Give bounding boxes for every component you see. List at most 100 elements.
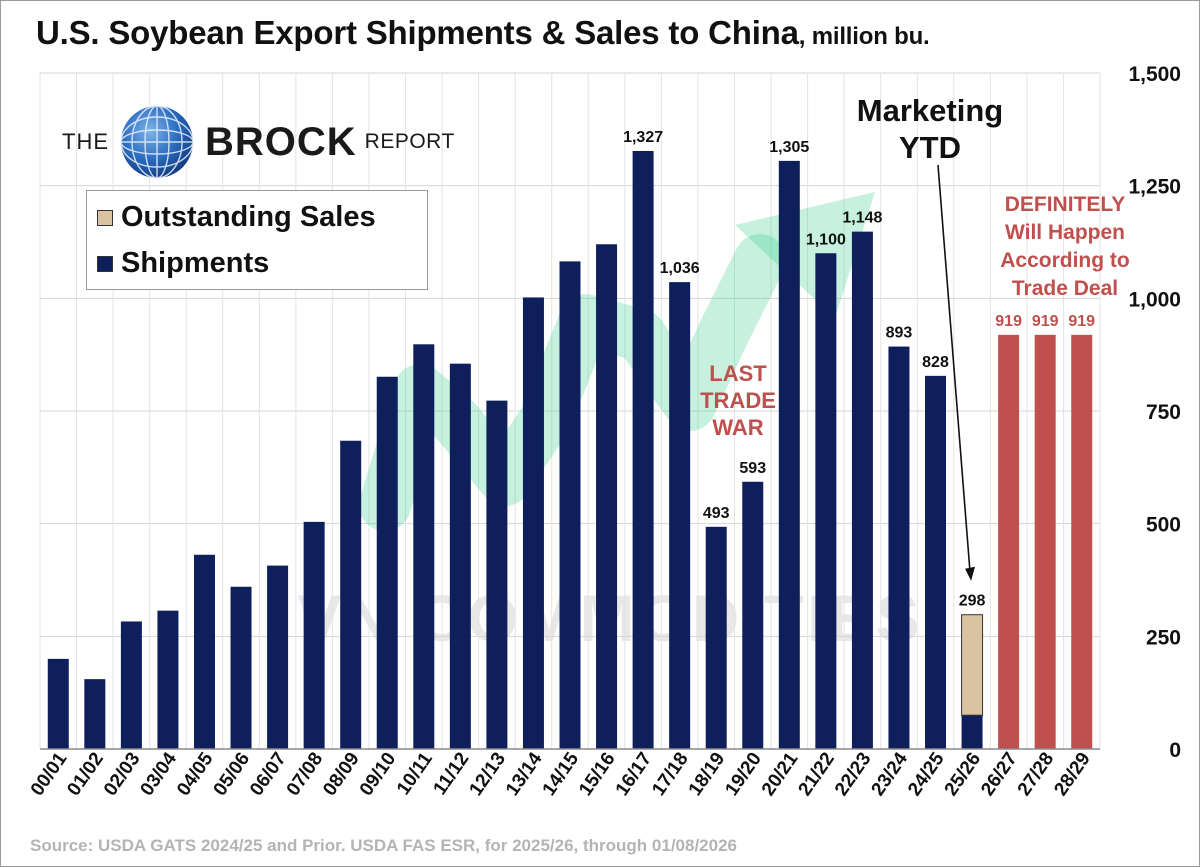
- y-tick-label: 250: [1146, 626, 1181, 649]
- annotation-pointer-head: [965, 567, 975, 581]
- x-tick-label: 14/15: [539, 748, 584, 799]
- annotation-last-trade-war: LAST TRADE WAR: [688, 360, 788, 441]
- bar-shipments-14-15: [560, 261, 581, 749]
- x-tick-label: 03/04: [137, 748, 182, 799]
- annotation-def-line3: According to: [960, 247, 1170, 275]
- x-tick-label: 22/23: [831, 749, 875, 800]
- data-label-20-21: 1,305: [769, 139, 809, 156]
- source-note: Source: USDA GATS 2024/25 and Prior. USD…: [30, 836, 737, 856]
- bar-shipments-19-20: [742, 482, 763, 749]
- x-tick-label: 05/06: [210, 749, 254, 800]
- x-tick-label: 20/21: [758, 748, 803, 799]
- bar-shipments-00-01: [48, 659, 69, 749]
- annotation-marketing-line1: Marketing: [845, 92, 1015, 129]
- bar-shipments-01-02: [84, 679, 105, 749]
- bar-projected-28-29: [1071, 335, 1092, 749]
- bar-projected-26-27: [998, 335, 1019, 749]
- bar-shipments-08-09: [340, 441, 361, 749]
- x-tick-label: 07/08: [283, 749, 327, 800]
- x-tick-label: 26/27: [977, 749, 1021, 800]
- bar-shipments-16-17: [633, 151, 654, 749]
- chart-legend: Outstanding Sales Shipments: [86, 190, 428, 290]
- x-tick-label: 28/29: [1050, 749, 1094, 800]
- annotation-war-line1: LAST: [688, 360, 788, 387]
- bar-shipments-20-21: [779, 161, 800, 749]
- legend-label-shipments: Shipments: [121, 247, 269, 280]
- x-tick-label: 01/02: [63, 749, 107, 800]
- x-tick-label: 02/03: [100, 749, 144, 800]
- bar-shipments-02-03: [121, 621, 142, 749]
- annotation-def-line4: Trade Deal: [960, 275, 1170, 303]
- x-tick-label: 19/20: [721, 749, 765, 800]
- bar-shipments-03-04: [157, 611, 178, 749]
- data-label-27-28: 919: [1032, 313, 1059, 330]
- legend-item-outstanding: Outstanding Sales: [97, 201, 376, 234]
- annotation-marketing-line2: YTD: [845, 129, 1015, 166]
- x-tick-label: 04/05: [173, 748, 218, 799]
- x-tick-label: 11/12: [430, 749, 474, 799]
- x-tick-label: 09/10: [356, 749, 400, 800]
- bar-shipments-09-10: [377, 377, 398, 749]
- legend-swatch-shipments: [97, 256, 113, 272]
- data-label-23-24: 893: [886, 325, 913, 342]
- bar-shipments-04-05: [194, 555, 215, 749]
- data-label-21-22: 1,100: [806, 231, 846, 248]
- x-tick-label: 25/26: [941, 749, 985, 800]
- y-tick-label: 1,500: [1128, 63, 1181, 86]
- globe-icon: [119, 104, 195, 180]
- x-tick-label: 16/17: [612, 749, 656, 800]
- annotation-def-line2: Will Happen: [960, 219, 1170, 247]
- annotation-trade-deal: DEFINITELY Will Happen According to Trad…: [960, 191, 1170, 303]
- data-label-24-25: 828: [922, 354, 949, 371]
- bar-shipments-17-18: [669, 282, 690, 749]
- bar-shipments-11-12: [450, 364, 471, 749]
- legend-label-outstanding: Outstanding Sales: [121, 201, 376, 234]
- data-label-19-20: 593: [739, 460, 766, 477]
- bar-outstanding-25-26: [962, 615, 983, 715]
- bar-shipments-06-07: [267, 566, 288, 749]
- x-tick-label: 00/01: [27, 748, 72, 799]
- annotation-war-line3: WAR: [688, 414, 788, 441]
- legend-item-shipments: Shipments: [97, 247, 269, 280]
- bar-shipments-18-19: [706, 527, 727, 749]
- bar-shipments-12-13: [486, 401, 507, 749]
- bar-shipments-10-11: [413, 344, 434, 749]
- x-tick-label: 08/09: [319, 749, 363, 800]
- data-label-17-18: 1,036: [660, 260, 700, 277]
- logo-report: REPORT: [365, 130, 455, 154]
- bar-shipments-15-16: [596, 244, 617, 749]
- y-tick-label: 500: [1146, 514, 1181, 537]
- bar-shipments-05-06: [231, 587, 252, 749]
- bar-shipments-13-14: [523, 297, 544, 749]
- x-tick-label: 23/24: [868, 748, 913, 799]
- x-tick-label: 21/22: [794, 749, 838, 800]
- annotation-marketing-ytd: Marketing YTD: [845, 92, 1015, 166]
- data-label-22-23: 1,148: [842, 210, 882, 227]
- x-tick-label: 10/11: [393, 748, 437, 798]
- logo-the: THE: [62, 129, 109, 155]
- data-label-28-29: 919: [1068, 313, 1095, 330]
- bar-projected-27-28: [1035, 335, 1056, 749]
- x-tick-label: 13/14: [502, 748, 547, 799]
- x-tick-label: 17/18: [648, 749, 692, 800]
- data-label-26-27: 919: [995, 313, 1022, 330]
- x-tick-label: 06/07: [246, 749, 290, 800]
- x-tick-label: 12/13: [466, 749, 510, 800]
- x-tick-label: 24/25: [904, 748, 949, 799]
- bar-shipments-25-26: [962, 715, 983, 749]
- data-label-25-26: 298: [959, 593, 986, 610]
- x-tick-label: 27/28: [1014, 749, 1058, 800]
- bar-shipments-23-24: [888, 347, 909, 749]
- bar-shipments-21-22: [815, 253, 836, 749]
- y-tick-label: 0: [1169, 739, 1181, 762]
- data-label-16-17: 1,327: [623, 129, 663, 146]
- data-label-18-19: 493: [703, 505, 730, 522]
- annotation-def-line1: DEFINITELY: [960, 191, 1170, 219]
- annotation-war-line2: TRADE: [688, 387, 788, 414]
- x-tick-label: 18/19: [685, 749, 729, 800]
- bar-shipments-22-23: [852, 232, 873, 749]
- legend-swatch-outstanding: [97, 210, 113, 226]
- y-tick-label: 750: [1146, 401, 1181, 424]
- logo-brock: BROCK: [205, 120, 357, 165]
- brock-report-logo: THE BROCK REPORT: [62, 103, 455, 181]
